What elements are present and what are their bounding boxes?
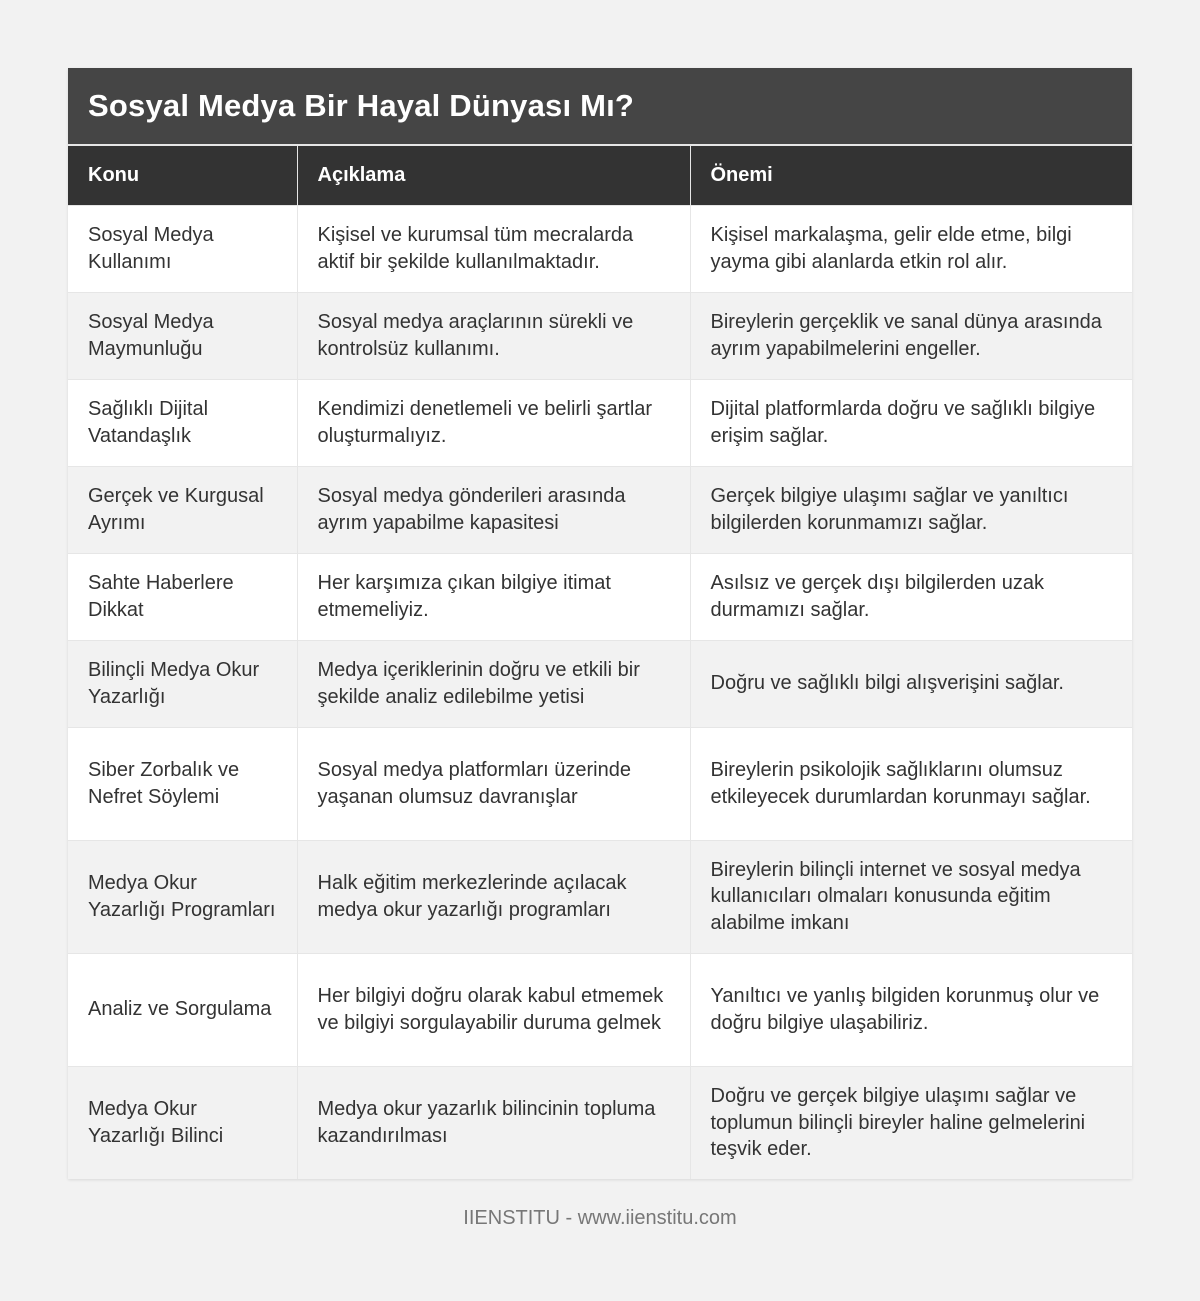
cell-topic: Sağlıklı Dijital Vatandaşlık [68, 378, 297, 466]
column-header-aciklama: Açıklama [296, 144, 690, 205]
cell-importance: Gerçek bilgiye ulaşımı sağlar ve yanıltı… [689, 465, 1132, 553]
cell-description: Kendimizi denetlemeli ve belirli şartlar… [296, 378, 690, 466]
table-row: Gerçek ve Kurgusal Ayrımı Sosyal medya g… [68, 465, 1132, 553]
cell-topic: Bilinçli Medya Okur Yazarlığı [68, 639, 297, 727]
cell-description: Her bilgiyi doğru olarak kabul etmemek v… [296, 952, 690, 1066]
cell-importance: Yanıltıcı ve yanlış bilgiden korunmuş ol… [689, 952, 1132, 1066]
cell-description: Sosyal medya gönderileri arasında ayrım … [296, 465, 690, 553]
table-row: Medya Okur Yazarlığı Programları Halk eğ… [68, 839, 1132, 953]
info-table: Konu Açıklama Önemi Sosyal Medya Kullanı… [68, 144, 1132, 1179]
cell-description: Sosyal medya araçlarının sürekli ve kont… [296, 291, 690, 379]
cell-importance: Bireylerin bilinçli internet ve sosyal m… [689, 839, 1132, 953]
column-header-onemi: Önemi [689, 144, 1132, 205]
cell-importance: Asılsız ve gerçek dışı bilgilerden uzak … [689, 552, 1132, 640]
page-title: Sosyal Medya Bir Hayal Dünyası Mı? [88, 88, 635, 123]
table-row: Bilinçli Medya Okur Yazarlığı Medya içer… [68, 639, 1132, 727]
table-row: Sağlıklı Dijital Vatandaşlık Kendimizi d… [68, 378, 1132, 466]
table-row: Medya Okur Yazarlığı Bilinci Medya okur … [68, 1065, 1132, 1179]
cell-importance: Doğru ve sağlıklı bilgi alışverişini sağ… [689, 639, 1132, 727]
table-row: Analiz ve Sorgulama Her bilgiyi doğru ol… [68, 952, 1132, 1066]
cell-topic: Medya Okur Yazarlığı Bilinci [68, 1065, 297, 1179]
cell-topic: Medya Okur Yazarlığı Programları [68, 839, 297, 953]
cell-topic: Sosyal Medya Maymunluğu [68, 291, 297, 379]
table-row: Sosyal Medya Kullanımı Kişisel ve kurums… [68, 204, 1132, 292]
footer-credit: IIENSTITU - www.iienstitu.com [463, 1207, 737, 1229]
cell-topic: Sahte Haberlere Dikkat [68, 552, 297, 640]
cell-topic: Siber Zorbalık ve Nefret Söylemi [68, 726, 297, 840]
cell-topic: Gerçek ve Kurgusal Ayrımı [68, 465, 297, 553]
cell-importance: Bireylerin gerçeklik ve sanal dünya aras… [689, 291, 1132, 379]
header-row: Konu Açıklama Önemi [68, 144, 1132, 205]
cell-importance: Dijital platformlarda doğru ve sağlıklı … [689, 378, 1132, 466]
table-row: Sahte Haberlere Dikkat Her karşımıza çık… [68, 552, 1132, 640]
cell-importance: Bireylerin psikolojik sağlıklarını olums… [689, 726, 1132, 840]
cell-description: Kişisel ve kurumsal tüm mecralarda aktif… [296, 204, 690, 292]
cell-importance: Kişisel markalaşma, gelir elde etme, bil… [689, 204, 1132, 292]
column-header-konu: Konu [68, 144, 297, 205]
cell-importance: Doğru ve gerçek bilgiye ulaşımı sağlar v… [689, 1065, 1132, 1179]
cell-topic: Analiz ve Sorgulama [68, 952, 297, 1066]
cell-description: Medya okur yazarlık bilincinin topluma k… [296, 1065, 690, 1179]
cell-description: Halk eğitim merkezlerinde açılacak medya… [296, 839, 690, 953]
table-row: Sosyal Medya Maymunluğu Sosyal medya ara… [68, 291, 1132, 379]
cell-description: Her karşımıza çıkan bilgiye itimat etmem… [296, 552, 690, 640]
table-row: Siber Zorbalık ve Nefret Söylemi Sosyal … [68, 726, 1132, 840]
cell-description: Sosyal medya platformları üzerinde yaşan… [296, 726, 690, 840]
title-bar: Sosyal Medya Bir Hayal Dünyası Mı? [68, 68, 1132, 144]
cell-topic: Sosyal Medya Kullanımı [68, 204, 297, 292]
cell-description: Medya içeriklerinin doğru ve etkili bir … [296, 639, 690, 727]
table-card: Sosyal Medya Bir Hayal Dünyası Mı? Konu … [68, 68, 1132, 1179]
